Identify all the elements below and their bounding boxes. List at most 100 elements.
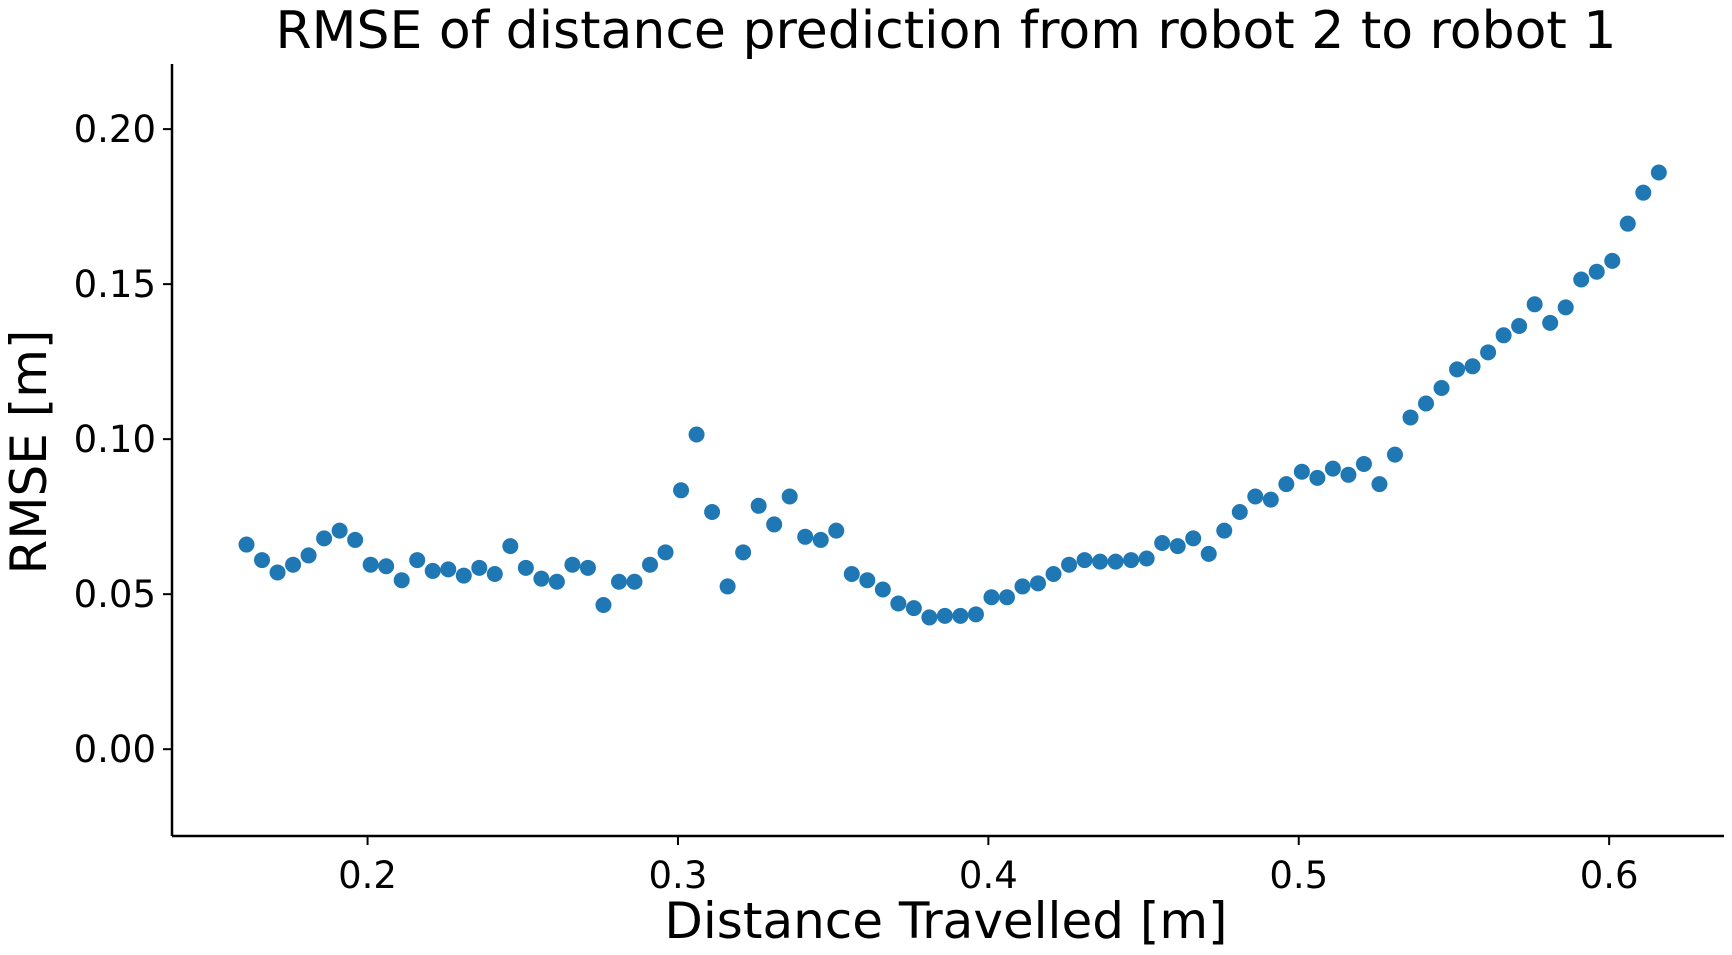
scatter-point (905, 600, 922, 617)
scatter-point (316, 530, 333, 547)
scatter-point (781, 488, 798, 505)
scatter-point (1138, 550, 1155, 567)
scatter-point (1200, 545, 1217, 562)
scatter-point (1324, 460, 1341, 477)
scatter-point (1185, 530, 1202, 547)
scatter-point (564, 556, 581, 573)
scatter-point (657, 544, 674, 561)
scatter-point (1619, 215, 1636, 232)
scatter-point (921, 609, 938, 626)
chart-title: RMSE of distance prediction from robot 2… (276, 1, 1617, 61)
scatter-point (440, 561, 457, 578)
scatter-point (1495, 327, 1512, 344)
scatter-point (1604, 252, 1621, 269)
axes (170, 64, 1724, 838)
scatter-point (1386, 446, 1403, 463)
y-tick-label: 0.10 (74, 418, 156, 461)
scatter-point (486, 566, 503, 583)
scatter-point (766, 516, 783, 533)
scatter-point (1355, 455, 1372, 472)
scatter-point (285, 556, 302, 573)
scatter-point (1216, 522, 1233, 539)
scatter-point (393, 572, 410, 589)
y-tick-label: 0.20 (74, 108, 156, 151)
scatter-point (579, 559, 596, 576)
scatter-point (269, 564, 286, 581)
scatter-point (626, 573, 643, 590)
scatter-point (455, 567, 472, 584)
scatter-point (1030, 575, 1047, 592)
scatter-point (1169, 538, 1186, 555)
scatter-point (719, 578, 736, 595)
scatter-point (673, 482, 690, 499)
y-tick-label: 0.00 (74, 728, 156, 771)
scatter-point (548, 573, 565, 590)
scatter-point (874, 581, 891, 598)
scatter-point (1402, 409, 1419, 426)
scatter-point (347, 531, 364, 548)
scatter-point (502, 538, 519, 555)
scatter-point (1262, 491, 1279, 508)
scatter-point (1650, 164, 1667, 181)
scatter-point (471, 559, 488, 576)
scatter-point (704, 504, 721, 521)
scatter-point (998, 589, 1015, 606)
scatter-point (533, 570, 550, 587)
scatter-point (1231, 504, 1248, 521)
scatter-point (843, 566, 860, 583)
scatter-point (1480, 344, 1497, 361)
scatter-point (1107, 553, 1124, 570)
scatter-point (1635, 184, 1652, 201)
scatter-point (238, 536, 255, 553)
scatter-point (735, 544, 752, 561)
scatter-point (409, 552, 426, 569)
scatter-point (362, 556, 379, 573)
scatter-point (828, 522, 845, 539)
scatter-point (983, 589, 1000, 606)
scatter-point (1123, 552, 1140, 569)
scatter-point (1542, 314, 1559, 331)
y-axis-label: RMSE [m] (0, 330, 58, 575)
scatter-point (1278, 476, 1295, 493)
x-tick-label: 0.2 (338, 854, 397, 897)
scatter-point (1464, 358, 1481, 375)
x-tick-label: 0.5 (1269, 854, 1328, 897)
scatter-point (517, 559, 534, 576)
scatter-point (1526, 296, 1543, 313)
scatter-point (254, 552, 271, 569)
scatter-point (688, 426, 705, 443)
scatter-point (1511, 317, 1528, 334)
x-axis-label: Distance Travelled [m] (664, 892, 1227, 950)
scatter-point (331, 522, 348, 539)
scatter-point (378, 558, 395, 575)
scatter-point (1557, 299, 1574, 316)
scatter-point (1061, 556, 1078, 573)
scatter-point (967, 606, 984, 623)
scatter-point (1418, 395, 1435, 412)
scatter-point (890, 595, 907, 612)
scatter-point (797, 528, 814, 545)
scatter-point (952, 607, 969, 624)
x-tick-label: 0.3 (649, 854, 708, 897)
scatter-point (812, 531, 829, 548)
scatter-point (1092, 553, 1109, 570)
scatter-point (1293, 463, 1310, 480)
scatter-point (936, 607, 953, 624)
scatter-point (1045, 566, 1062, 583)
tick-group: 0.2 0.3 0.4 0.5 0.6 0.00 0.05 0.10 0.15 0.20 (74, 108, 1639, 897)
scatter-point (1449, 361, 1466, 378)
y-tick-label: 0.05 (74, 573, 156, 616)
scatter-point (1014, 578, 1031, 595)
scatter-point (1076, 552, 1093, 569)
scatter-point (1340, 466, 1357, 483)
scatter-point (595, 597, 612, 614)
scatter-point (1588, 263, 1605, 280)
scatter-point (1154, 535, 1171, 552)
scatter-point (610, 573, 627, 590)
scatter-point (424, 562, 441, 579)
scatter-point (1309, 469, 1326, 486)
scatter-point (642, 556, 659, 573)
scatter-point (1371, 476, 1388, 493)
